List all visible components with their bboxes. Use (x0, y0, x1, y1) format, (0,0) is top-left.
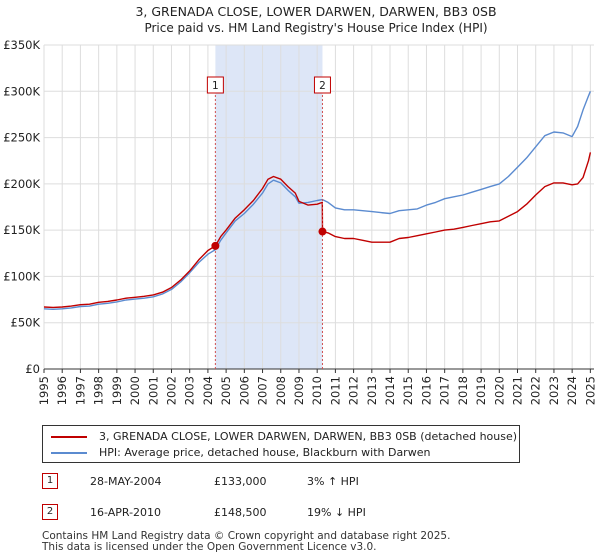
x-tick-label: 2023 (547, 376, 561, 405)
series-line-property (43, 152, 592, 309)
sale-point-2 (318, 227, 327, 236)
y-tick-label: £250K (3, 131, 40, 145)
transaction-price-2: £148,500 (214, 506, 267, 519)
y-tick-label: £0 (25, 362, 40, 376)
x-tick-label: 2024 (565, 376, 579, 405)
x-tick-label: 2012 (347, 376, 361, 405)
x-tick-label: 1995 (37, 376, 51, 405)
y-tick-label: £300K (3, 84, 40, 98)
x-tick-label: 2025 (583, 376, 597, 405)
x-tick-label: 2014 (383, 376, 397, 405)
chart-title: 3, GRENADA CLOSE, LOWER DARWEN, DARWEN, … (135, 4, 496, 19)
transaction-hpi-1: 3% ↑ HPI (307, 475, 359, 488)
x-tick-label: 2022 (529, 376, 543, 405)
legend-swatch-hpi (51, 452, 87, 454)
x-tick-label: 2018 (456, 376, 470, 405)
transaction-badge-2: 2 (42, 504, 58, 520)
transaction-row-1: 1 28-MAY-2004 £133,000 3% ↑ HPI (42, 472, 562, 492)
footer-line-2: This data is licensed under the Open Gov… (42, 541, 377, 553)
y-tick-label: £100K (3, 269, 40, 283)
footer: Contains HM Land Registry data © Crown c… (42, 531, 450, 553)
x-tick-label: 2017 (438, 376, 452, 405)
x-tick-label: 2015 (401, 376, 415, 405)
x-tick-label: 1997 (73, 376, 87, 405)
legend-swatch-property (51, 436, 87, 438)
x-tick-label: 2020 (492, 376, 506, 405)
annotation-label-2: 2 (319, 80, 326, 92)
sale-point-1 (211, 241, 220, 250)
legend: 3, GRENADA CLOSE, LOWER DARWEN, DARWEN, … (42, 425, 520, 463)
legend-label-hpi: HPI: Average price, detached house, Blac… (99, 446, 431, 459)
transaction-badge-1: 1 (42, 473, 58, 489)
x-tick-label: 2005 (219, 376, 233, 405)
footer-line-1: Contains HM Land Registry data © Crown c… (42, 530, 451, 542)
x-tick-label: 1996 (55, 376, 69, 405)
x-tick-label: 2019 (474, 376, 488, 405)
x-tick-label: 2002 (164, 376, 178, 405)
shaded-span (215, 45, 323, 369)
transaction-date-1: 28-MAY-2004 (90, 475, 162, 488)
y-tick-label: £200K (3, 177, 40, 191)
chart-subtitle: Price paid vs. HM Land Registry's House … (144, 21, 487, 35)
transaction-price-1: £133,000 (214, 475, 267, 488)
x-tick-label: 2010 (310, 376, 324, 405)
x-tick-label: 2016 (419, 376, 433, 405)
x-tick-label: 1998 (92, 376, 106, 405)
series-line-hpi (43, 91, 592, 310)
price-chart: 3, GRENADA CLOSE, LOWER DARWEN, DARWEN, … (3, 4, 597, 405)
x-tick-label: 2013 (365, 376, 379, 405)
x-tick-label: 2009 (292, 376, 306, 405)
transaction-hpi-2: 19% ↓ HPI (307, 506, 366, 519)
x-tick-label: 2008 (274, 376, 288, 405)
x-tick-label: 1999 (110, 376, 124, 405)
x-tick-label: 2000 (128, 376, 142, 405)
legend-label-property: 3, GRENADA CLOSE, LOWER DARWEN, DARWEN, … (99, 430, 518, 443)
x-tick-label: 2004 (201, 376, 215, 405)
y-tick-label: £50K (11, 316, 41, 330)
y-tick-label: £150K (3, 223, 40, 237)
x-tick-label: 2021 (511, 376, 525, 405)
transaction-date-2: 16-APR-2010 (90, 506, 162, 519)
annotation-label-1: 1 (212, 80, 219, 92)
x-tick-label: 2003 (183, 376, 197, 405)
annotation-box-1 (206, 76, 224, 94)
x-tick-label: 2007 (256, 376, 270, 405)
x-tick-label: 2011 (328, 376, 342, 405)
x-tick-label: 2001 (146, 376, 160, 405)
x-tick-label: 2006 (237, 376, 251, 405)
annotation-box-2 (313, 76, 331, 94)
transaction-row-2: 2 16-APR-2010 £148,500 19% ↓ HPI (42, 503, 562, 523)
y-tick-label: £350K (3, 38, 40, 52)
